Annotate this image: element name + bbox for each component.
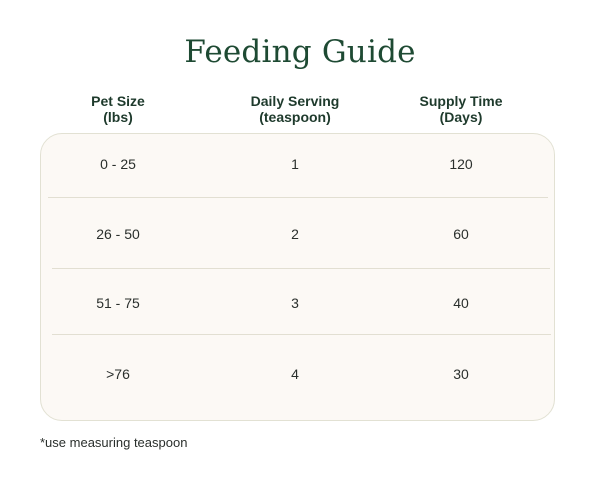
table-row-2-daily-serving: 2 xyxy=(291,226,299,242)
column-header-supply-time-line2: (Days) xyxy=(439,109,483,125)
table-row-2-supply-time: 60 xyxy=(453,226,469,242)
table-row-1-supply-time: 120 xyxy=(449,156,473,172)
table-row-3-pet-size: 51 - 75 xyxy=(96,295,140,311)
footnote: *use measuring teaspoon xyxy=(40,435,188,450)
table-row-3-daily-serving: 3 xyxy=(291,295,299,311)
table-row-4-pet-size: >76 xyxy=(106,366,130,382)
row-divider xyxy=(48,197,548,198)
row-divider xyxy=(52,268,550,269)
table-row-1-pet-size: 0 - 25 xyxy=(100,156,136,172)
table-row-3-supply-time: 40 xyxy=(453,295,469,311)
column-header-daily-serving-line1: Daily Serving xyxy=(250,93,340,109)
column-header-pet-size-line2: (lbs) xyxy=(103,109,133,125)
row-divider xyxy=(52,334,551,335)
column-header-supply-time: Supply Time (Days) xyxy=(381,93,541,125)
column-header-pet-size: Pet Size (lbs) xyxy=(38,93,198,125)
column-header-pet-size-line1: Pet Size xyxy=(91,93,145,109)
table-row-4-supply-time: 30 xyxy=(453,366,469,382)
column-header-daily-serving-line2: (teaspoon) xyxy=(259,109,331,125)
page-title: Feeding Guide xyxy=(184,34,416,70)
column-header-supply-time-line1: Supply Time xyxy=(419,93,503,109)
table-row-4-daily-serving: 4 xyxy=(291,366,299,382)
feeding-table-card xyxy=(40,133,555,421)
table-row-1-daily-serving: 1 xyxy=(291,156,299,172)
column-header-daily-serving: Daily Serving (teaspoon) xyxy=(215,93,375,125)
table-row-2-pet-size: 26 - 50 xyxy=(96,226,140,242)
